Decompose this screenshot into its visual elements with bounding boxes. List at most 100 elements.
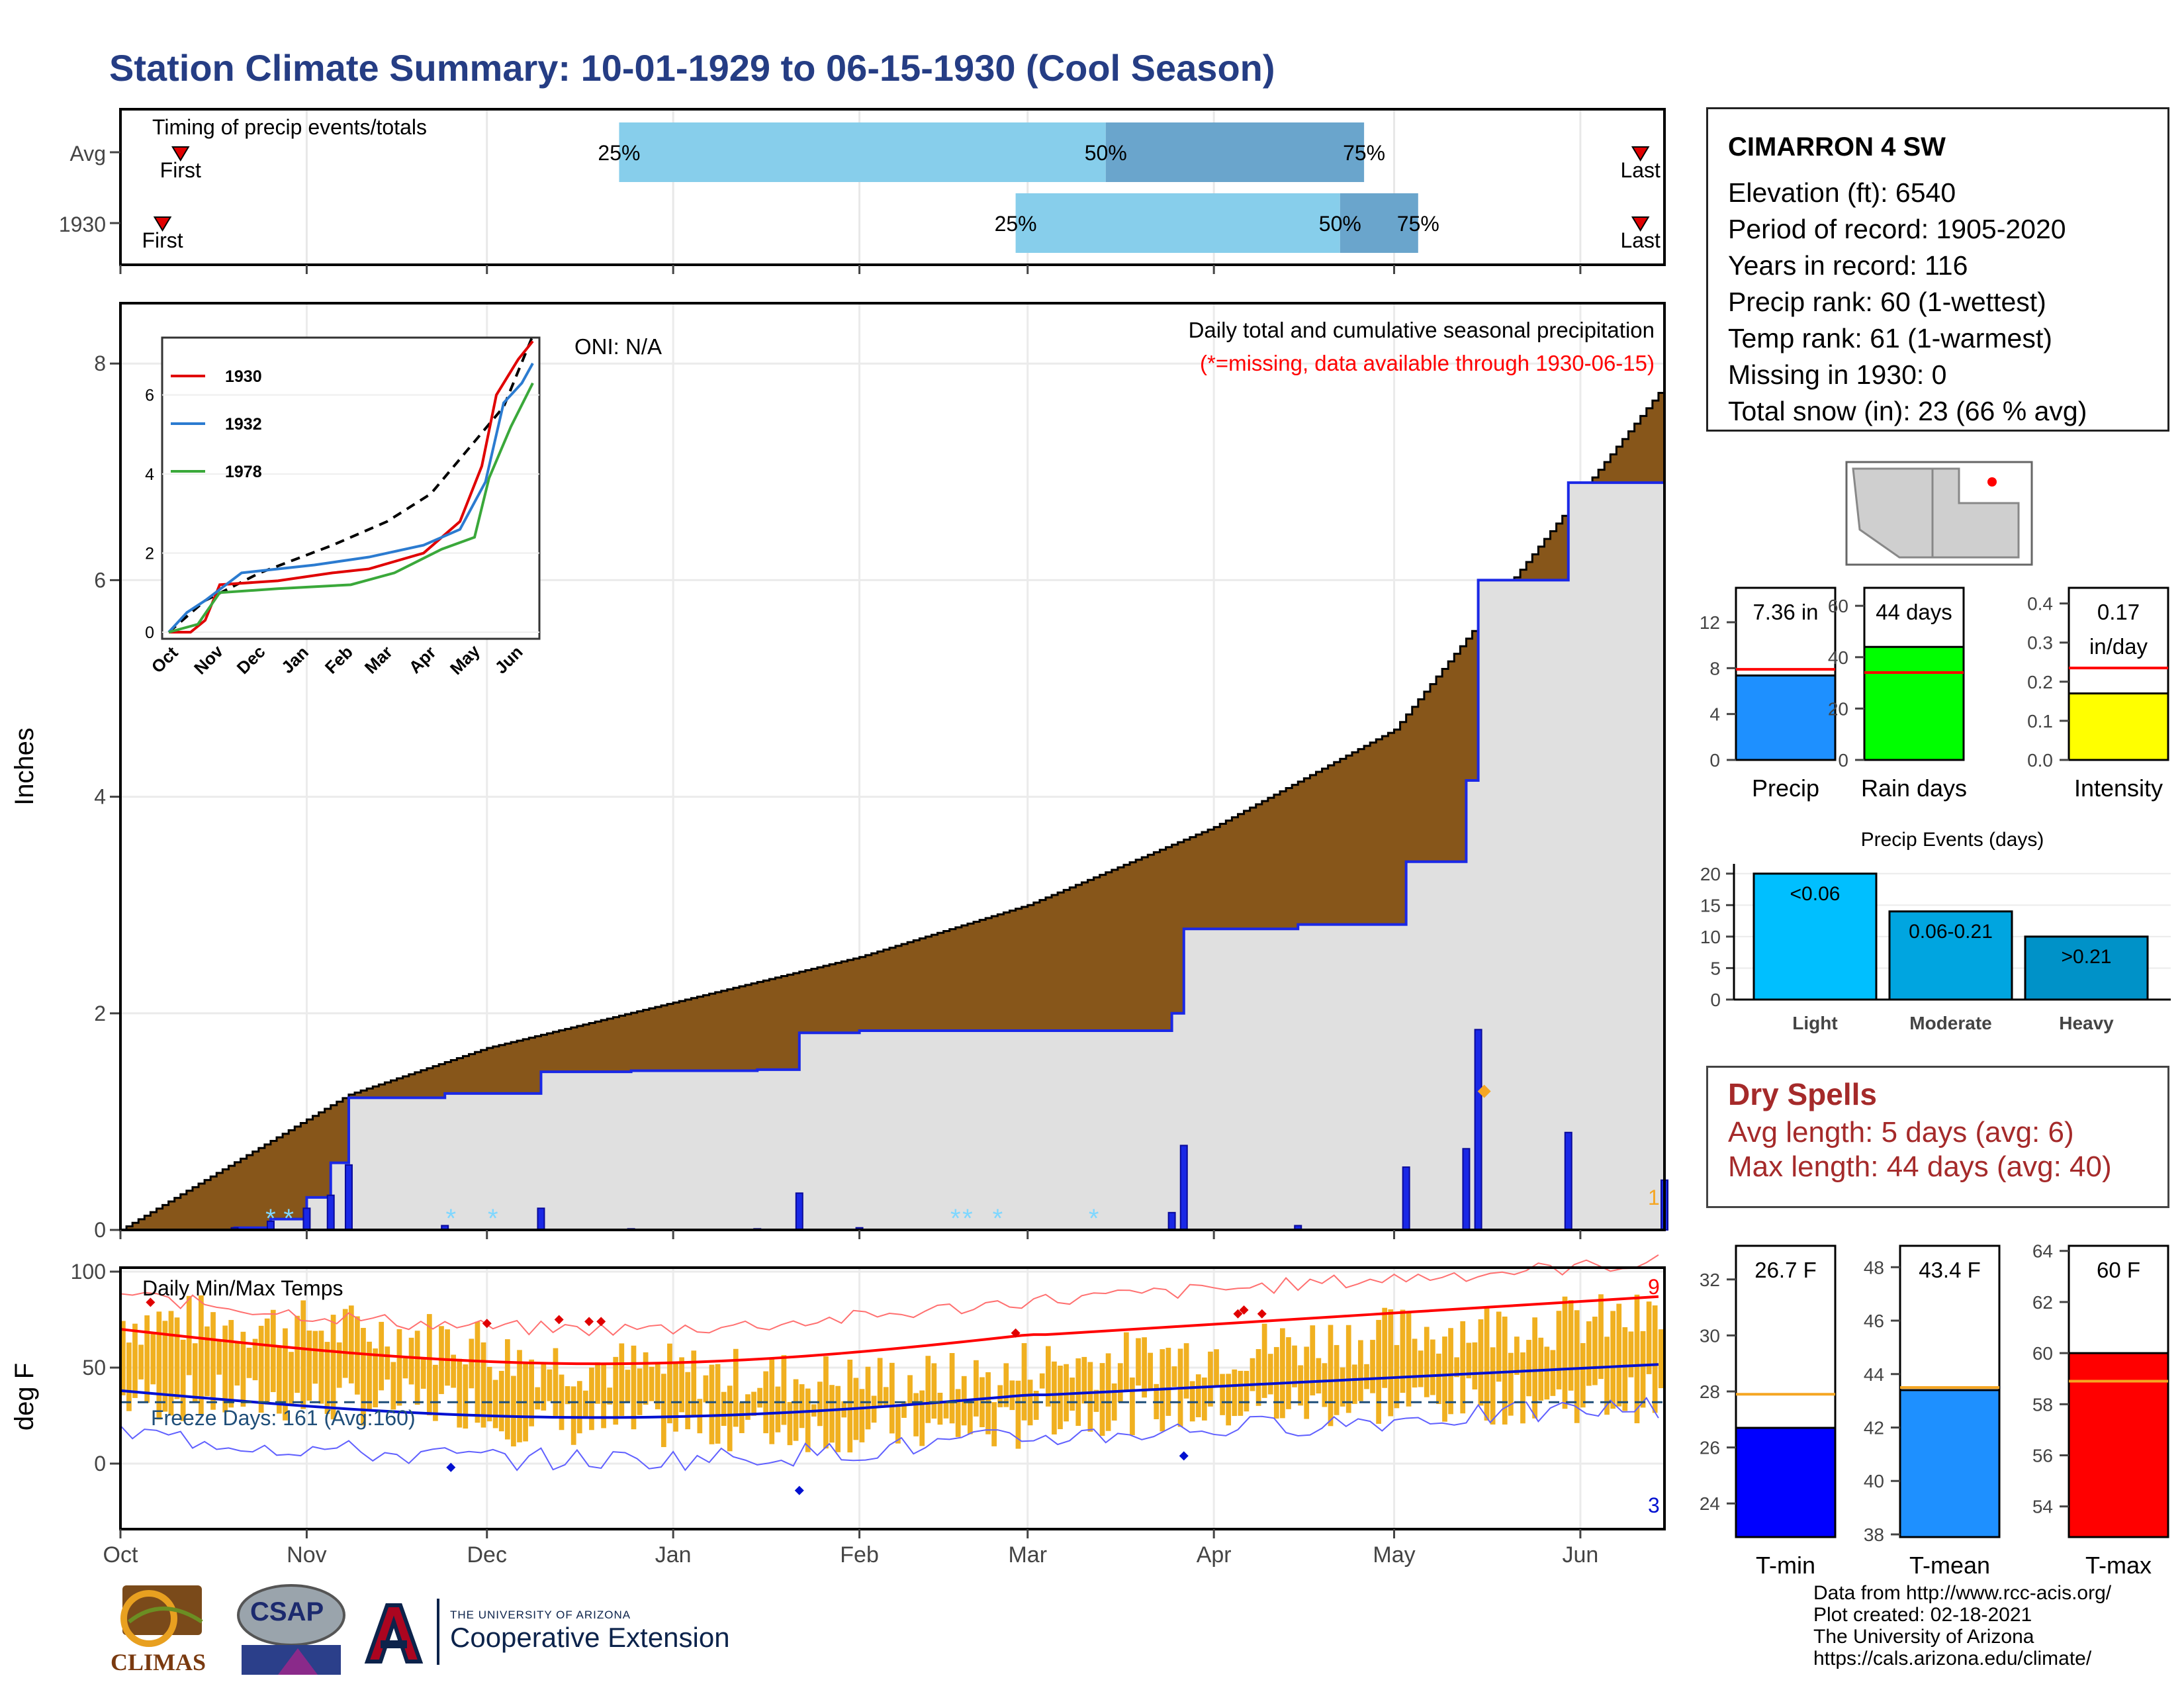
daily-temp-bar xyxy=(576,1381,582,1434)
mini-tmean-ytick: 40 xyxy=(1864,1471,1884,1491)
station-temp-rank: Temp rank: 61 (1-warmest) xyxy=(1728,323,2052,353)
daily-temp-bar xyxy=(300,1300,306,1409)
inset-legend-1930: 1930 xyxy=(225,367,262,386)
daily-temp-bar xyxy=(192,1343,198,1402)
timing-label-75: 75% xyxy=(1343,141,1385,165)
daily-temp-bar xyxy=(451,1354,456,1388)
daily-temp-bar xyxy=(1376,1319,1381,1424)
precip-corner-count: 1 xyxy=(1648,1186,1660,1209)
daily-temp-bar xyxy=(1514,1336,1520,1375)
mini-raindays-ytick: 0 xyxy=(1838,750,1848,771)
daily-temp-bar xyxy=(787,1401,793,1446)
inset-ytick-2: 2 xyxy=(145,545,154,563)
timing-label-25: 25% xyxy=(598,141,640,165)
daily-temp-bar xyxy=(1478,1319,1484,1406)
precip-events-ytick: 5 xyxy=(1710,958,1721,978)
daily-temp-bar xyxy=(955,1389,961,1437)
daily-temp-bar xyxy=(1466,1342,1472,1379)
daily-temp-bar xyxy=(1316,1358,1322,1394)
daily-temp-bar xyxy=(721,1391,727,1427)
daily-temp-bar xyxy=(150,1333,156,1385)
record-high-marker xyxy=(596,1317,606,1327)
daily-temp-bar xyxy=(649,1366,655,1401)
precip-event-bar-label: >0.21 xyxy=(2062,946,2112,968)
daily-temp-bar xyxy=(445,1329,450,1386)
daily-temp-bar xyxy=(1286,1337,1291,1409)
coop-ext-logo: Cooperative Extension xyxy=(450,1622,730,1653)
daily-temp-bar xyxy=(210,1312,216,1410)
snow-mark: * xyxy=(283,1204,294,1233)
daily-temp-bar xyxy=(1472,1342,1478,1390)
1930-cumulative-precip-area xyxy=(120,432,1664,1230)
daily-temp-bar xyxy=(295,1315,300,1393)
daily-temp-bar xyxy=(174,1317,180,1399)
daily-temp-bar xyxy=(306,1331,312,1401)
daily-temp-bar xyxy=(643,1352,649,1405)
daily-temp-bar xyxy=(1574,1310,1580,1423)
daily-temp-bar xyxy=(252,1338,258,1381)
daily-temp-bar xyxy=(144,1315,150,1403)
daily-temp-bar xyxy=(733,1348,739,1427)
daily-temp-bar xyxy=(498,1370,504,1432)
timing-bar-1930-dark xyxy=(1340,193,1418,253)
mini-intensity-bar xyxy=(2068,692,2169,761)
daily-temp-bar xyxy=(739,1402,745,1433)
daily-temp-bar xyxy=(270,1309,276,1392)
dry-spells-max: Max length: 44 days (avg: 40) xyxy=(1728,1150,2112,1183)
daily-temp-bar xyxy=(1226,1374,1232,1426)
mini-tmin-ytick: 28 xyxy=(1700,1382,1720,1402)
daily-temp-bar xyxy=(1502,1316,1508,1425)
first-label-avg: First xyxy=(160,158,201,182)
normal-min-line xyxy=(120,1363,1659,1419)
daily-temp-bar xyxy=(1033,1390,1039,1420)
daily-temp-bar xyxy=(709,1364,715,1444)
daily-temp-bar xyxy=(1430,1339,1435,1395)
daily-temp-bar xyxy=(463,1364,469,1429)
daily-temp-bar xyxy=(1340,1367,1345,1407)
daily-temp-bar xyxy=(1232,1369,1238,1417)
last-label-avg: Last xyxy=(1620,158,1661,182)
temp-ytick-0: 0 xyxy=(94,1452,106,1476)
daily-precip-bar xyxy=(302,1207,311,1231)
mini-tmean-ytick: 42 xyxy=(1864,1417,1884,1438)
precip-ytick-2: 2 xyxy=(94,1002,106,1025)
daily-temp-bar xyxy=(1628,1331,1634,1378)
daily-temp-bar xyxy=(937,1392,943,1425)
inset-panel xyxy=(161,336,541,640)
inset-ytick-6: 6 xyxy=(145,387,154,405)
mini-tmean-ytick: 38 xyxy=(1864,1524,1884,1545)
precip-event-bar-Moderate xyxy=(1888,910,2013,1001)
timing-bar-1930-light xyxy=(1015,193,1340,253)
daily-temp-bar xyxy=(373,1348,378,1408)
precip-events-ytick: 15 xyxy=(1700,895,1721,915)
mini-tmax-ytick: 56 xyxy=(2032,1445,2053,1466)
snow-mark: * xyxy=(962,1204,973,1233)
daily-temp-bar xyxy=(492,1380,498,1429)
daily-temp-bar xyxy=(283,1328,288,1421)
daily-temp-bar xyxy=(859,1389,865,1442)
daily-temp-bar xyxy=(727,1385,733,1452)
daily-temp-bar xyxy=(691,1350,697,1416)
month-label-May: May xyxy=(1373,1542,1415,1568)
daily-precip-bar xyxy=(1179,1145,1188,1231)
daily-temp-bar xyxy=(1400,1309,1406,1393)
daily-precip-bar xyxy=(1402,1166,1410,1231)
mini-tmax-bar xyxy=(2068,1352,2169,1538)
mini-intensity-value-unit: in/day xyxy=(2089,634,2148,659)
daily-temp-bar xyxy=(1640,1331,1646,1408)
daily-temp-bar xyxy=(949,1352,955,1424)
mini-tmean-bar xyxy=(1899,1389,2001,1538)
daily-temp-bar xyxy=(420,1358,426,1389)
mini-tmean-ytick: 46 xyxy=(1864,1311,1884,1331)
daily-temp-bar xyxy=(396,1329,402,1406)
first-marker-1930 xyxy=(153,216,172,232)
dry-spells-avg: Avg length: 5 days (avg: 6) xyxy=(1728,1116,2074,1149)
daily-temp-bar xyxy=(817,1382,823,1427)
daily-temp-bar xyxy=(661,1374,666,1448)
first-marker-avg xyxy=(171,146,190,162)
daily-temp-bar xyxy=(180,1339,186,1421)
mini-raindays-label: Rain days xyxy=(1861,774,1967,802)
daily-temp-bar xyxy=(601,1363,606,1429)
precip-ytick-8: 8 xyxy=(94,352,106,375)
temp-panel-border xyxy=(119,1266,1666,1530)
